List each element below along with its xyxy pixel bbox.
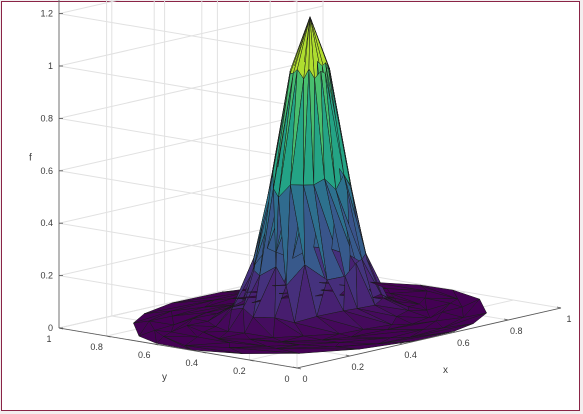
x-axis-label: x (443, 365, 448, 376)
y-axis-line (58, 327, 298, 369)
x-axis-line (296, 307, 562, 369)
surface-facet (378, 331, 454, 345)
z-axis-label: f (29, 153, 32, 164)
x-tick-label: 0.4 (404, 350, 417, 360)
y-tick-mark (249, 359, 254, 362)
x-tick-mark (451, 330, 456, 333)
x-tick-mark (504, 318, 509, 321)
surface-mesh (133, 16, 487, 354)
y-tick-mark (296, 367, 302, 370)
surface-facet (442, 312, 487, 329)
surface-facet (409, 323, 474, 338)
x-tick-mark (398, 342, 403, 345)
y-tick-mark (201, 351, 206, 354)
y-tick-label: 0.2 (233, 366, 246, 376)
y-tick-label: 0.6 (138, 350, 151, 360)
x-tick-label: 0 (302, 374, 307, 384)
wall-grid-line (58, 13, 298, 55)
wall-grid-line (58, 65, 298, 107)
wall-grid-line (58, 117, 298, 159)
x-tick-label: 0.8 (510, 326, 523, 336)
wall-grid-line (286, 0, 298, 2)
z-tick-label: 0.2 (40, 271, 53, 281)
y-axis-label: y (162, 372, 167, 383)
wall-grid-line (58, 0, 122, 15)
x-tick-mark (345, 354, 350, 357)
z-tick-label: 0.8 (40, 113, 53, 123)
x-tick-mark (292, 366, 298, 369)
z-tick-label: 0.6 (40, 166, 53, 176)
x-tick-mark (556, 306, 562, 309)
z-tick-label: 1 (48, 61, 53, 71)
x-tick-label: 1 (566, 314, 571, 324)
x-tick-label: 0.6 (457, 338, 470, 348)
z-tick-label: 0.4 (40, 218, 53, 228)
y-tick-mark (106, 335, 111, 338)
axis-ticks: 00.20.40.60.8100.20.40.60.8100.20.40.60.… (40, 0, 572, 384)
y-tick-label: 1 (46, 334, 51, 344)
y-tick-label: 0 (284, 374, 289, 384)
wall-grid-line (58, 170, 298, 212)
x-tick-label: 0.2 (352, 362, 365, 372)
y-tick-mark (154, 343, 159, 346)
y-tick-label: 0.4 (186, 358, 199, 368)
z-tick-label: 1.2 (40, 9, 53, 19)
y-tick-label: 0.8 (90, 342, 103, 352)
z-tick-label: 0 (48, 323, 53, 333)
surface-facet (463, 298, 487, 318)
